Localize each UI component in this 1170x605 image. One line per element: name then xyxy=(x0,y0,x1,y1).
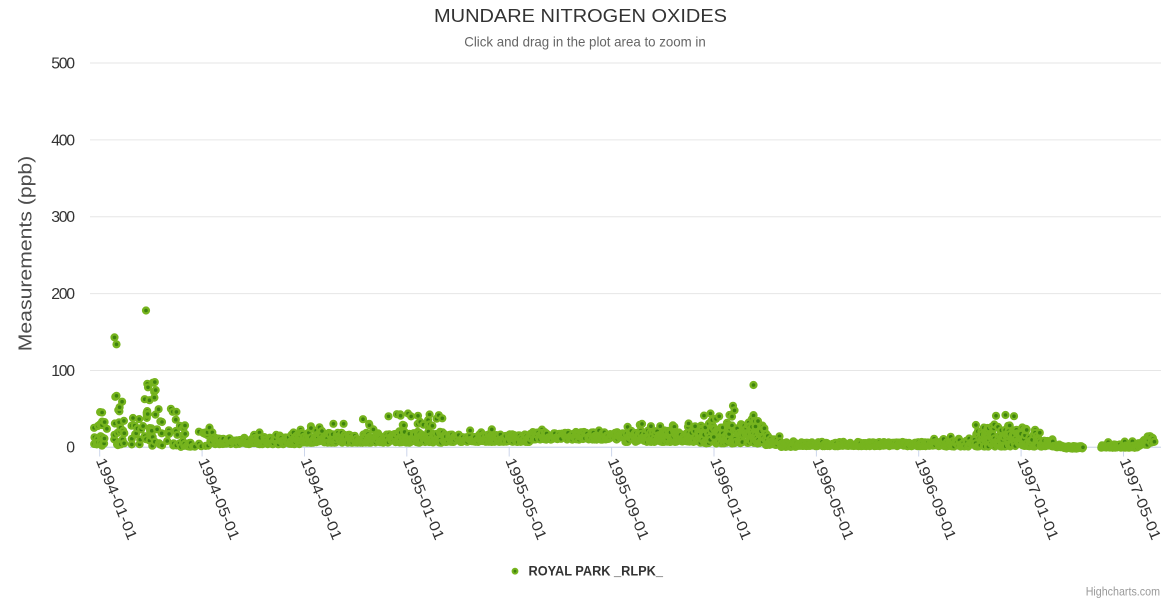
svg-text:300: 300 xyxy=(51,209,75,226)
svg-text:Highcharts.com: Highcharts.com xyxy=(1086,585,1160,599)
svg-text:500: 500 xyxy=(51,55,75,72)
svg-text:400: 400 xyxy=(51,132,75,149)
svg-text:Click and drag in the plot are: Click and drag in the plot area to zoom … xyxy=(464,34,706,50)
svg-text:0: 0 xyxy=(66,440,75,457)
svg-text:ROYAL PARK _RLPK_: ROYAL PARK _RLPK_ xyxy=(529,564,664,579)
svg-text:Measurements (ppb): Measurements (ppb) xyxy=(15,156,36,352)
svg-text:200: 200 xyxy=(51,286,75,303)
svg-text:MUNDARE NITROGEN OXIDES: MUNDARE NITROGEN OXIDES xyxy=(434,5,727,26)
svg-text:100: 100 xyxy=(51,363,75,380)
